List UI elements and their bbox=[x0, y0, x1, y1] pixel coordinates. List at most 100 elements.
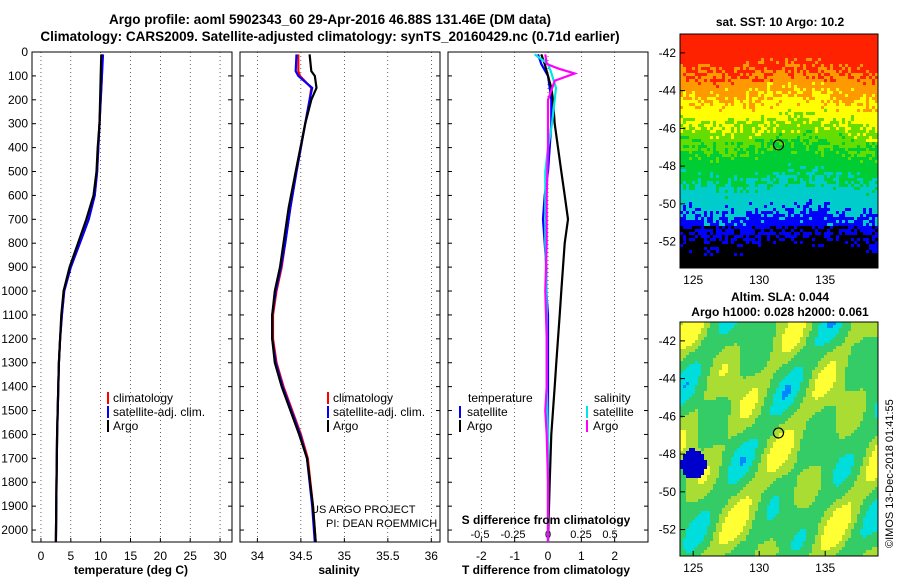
map-cell bbox=[701, 151, 705, 155]
map-cell bbox=[782, 88, 786, 92]
map-cell bbox=[698, 49, 702, 53]
map-cell bbox=[785, 76, 789, 80]
map-cell bbox=[701, 91, 705, 95]
map-cell bbox=[833, 223, 837, 227]
map-cell bbox=[683, 193, 687, 197]
map-cell bbox=[860, 202, 864, 206]
map-cell bbox=[767, 193, 771, 197]
map-cell bbox=[761, 154, 765, 158]
map-cell bbox=[683, 91, 687, 95]
map-cell bbox=[782, 61, 786, 65]
map-cell bbox=[809, 52, 813, 56]
map-cell bbox=[728, 121, 732, 125]
map-cell bbox=[758, 145, 762, 149]
map-cell bbox=[743, 40, 747, 44]
map-cell bbox=[776, 205, 780, 209]
map-cell bbox=[797, 46, 801, 50]
map-cell bbox=[689, 175, 693, 179]
map-cell bbox=[764, 52, 768, 56]
map-cell bbox=[716, 55, 720, 59]
map-cell bbox=[824, 235, 828, 239]
map-cell bbox=[719, 196, 723, 200]
map-cell bbox=[800, 178, 804, 182]
map-cell bbox=[863, 67, 867, 71]
map-cell bbox=[821, 193, 825, 197]
map-cell bbox=[833, 55, 837, 59]
map-cell bbox=[836, 166, 840, 170]
map-cell bbox=[716, 76, 720, 80]
map-cell bbox=[713, 223, 717, 227]
map-cell bbox=[797, 142, 801, 146]
map-cell bbox=[695, 139, 699, 143]
map-cell bbox=[806, 67, 810, 71]
map-cell bbox=[692, 100, 696, 104]
map-cell bbox=[875, 61, 879, 65]
map-cell bbox=[686, 70, 690, 74]
map-cell bbox=[752, 82, 756, 86]
map-cell bbox=[875, 130, 879, 134]
map-cell bbox=[860, 94, 864, 98]
map-cell bbox=[776, 124, 780, 128]
map-cell bbox=[866, 226, 870, 230]
map-cell bbox=[683, 226, 687, 230]
map-cell bbox=[761, 94, 765, 98]
map-cell bbox=[803, 226, 807, 230]
map-cell bbox=[785, 202, 789, 206]
map-cell bbox=[752, 226, 756, 230]
map-cell bbox=[809, 211, 813, 215]
map-cell bbox=[686, 34, 690, 38]
map-cell bbox=[713, 142, 717, 146]
map-cell bbox=[704, 46, 708, 50]
map-cell bbox=[815, 91, 819, 95]
map-cell bbox=[848, 211, 852, 215]
map-cell bbox=[863, 163, 867, 167]
map-cell bbox=[752, 139, 756, 143]
map-cell bbox=[755, 97, 759, 101]
map-cell bbox=[851, 148, 855, 152]
map-cell bbox=[782, 109, 786, 113]
map-cell bbox=[842, 91, 846, 95]
map-cell bbox=[794, 217, 798, 221]
map-cell bbox=[734, 49, 738, 53]
map-cell bbox=[716, 163, 720, 167]
map-cell bbox=[857, 106, 861, 110]
map-cell bbox=[743, 169, 747, 173]
map-cell bbox=[686, 121, 690, 125]
map-cell bbox=[707, 196, 711, 200]
map-cell bbox=[788, 139, 792, 143]
map-cell bbox=[719, 154, 723, 158]
map-cell bbox=[812, 226, 816, 230]
map-cell bbox=[728, 127, 732, 131]
map-cell bbox=[725, 169, 729, 173]
map-cell bbox=[845, 70, 849, 74]
map-cell bbox=[683, 166, 687, 170]
map-cell bbox=[752, 100, 756, 104]
map-cell bbox=[728, 139, 732, 143]
map-cell bbox=[698, 145, 702, 149]
map-cell bbox=[872, 244, 876, 248]
map-cell bbox=[800, 118, 804, 122]
map-cell bbox=[686, 91, 690, 95]
map-cell bbox=[791, 85, 795, 89]
map-cell bbox=[788, 130, 792, 134]
map-cell bbox=[845, 79, 849, 83]
map-cell bbox=[806, 214, 810, 218]
map-cell bbox=[833, 220, 837, 224]
map-cell bbox=[713, 70, 717, 74]
map-cell bbox=[746, 112, 750, 116]
map-cell bbox=[716, 172, 720, 176]
map-cell bbox=[857, 88, 861, 92]
map-cell bbox=[695, 124, 699, 128]
map-cell bbox=[800, 238, 804, 242]
map-cell bbox=[752, 61, 756, 65]
map-cell bbox=[719, 142, 723, 146]
map-cell bbox=[875, 73, 879, 77]
map-cell bbox=[872, 100, 876, 104]
map-cell bbox=[680, 220, 684, 224]
map-cell bbox=[722, 112, 726, 116]
map-cell bbox=[707, 223, 711, 227]
map-cell bbox=[683, 247, 687, 251]
map-cell bbox=[773, 40, 777, 44]
map-cell bbox=[794, 34, 798, 38]
map-cell bbox=[830, 241, 834, 245]
